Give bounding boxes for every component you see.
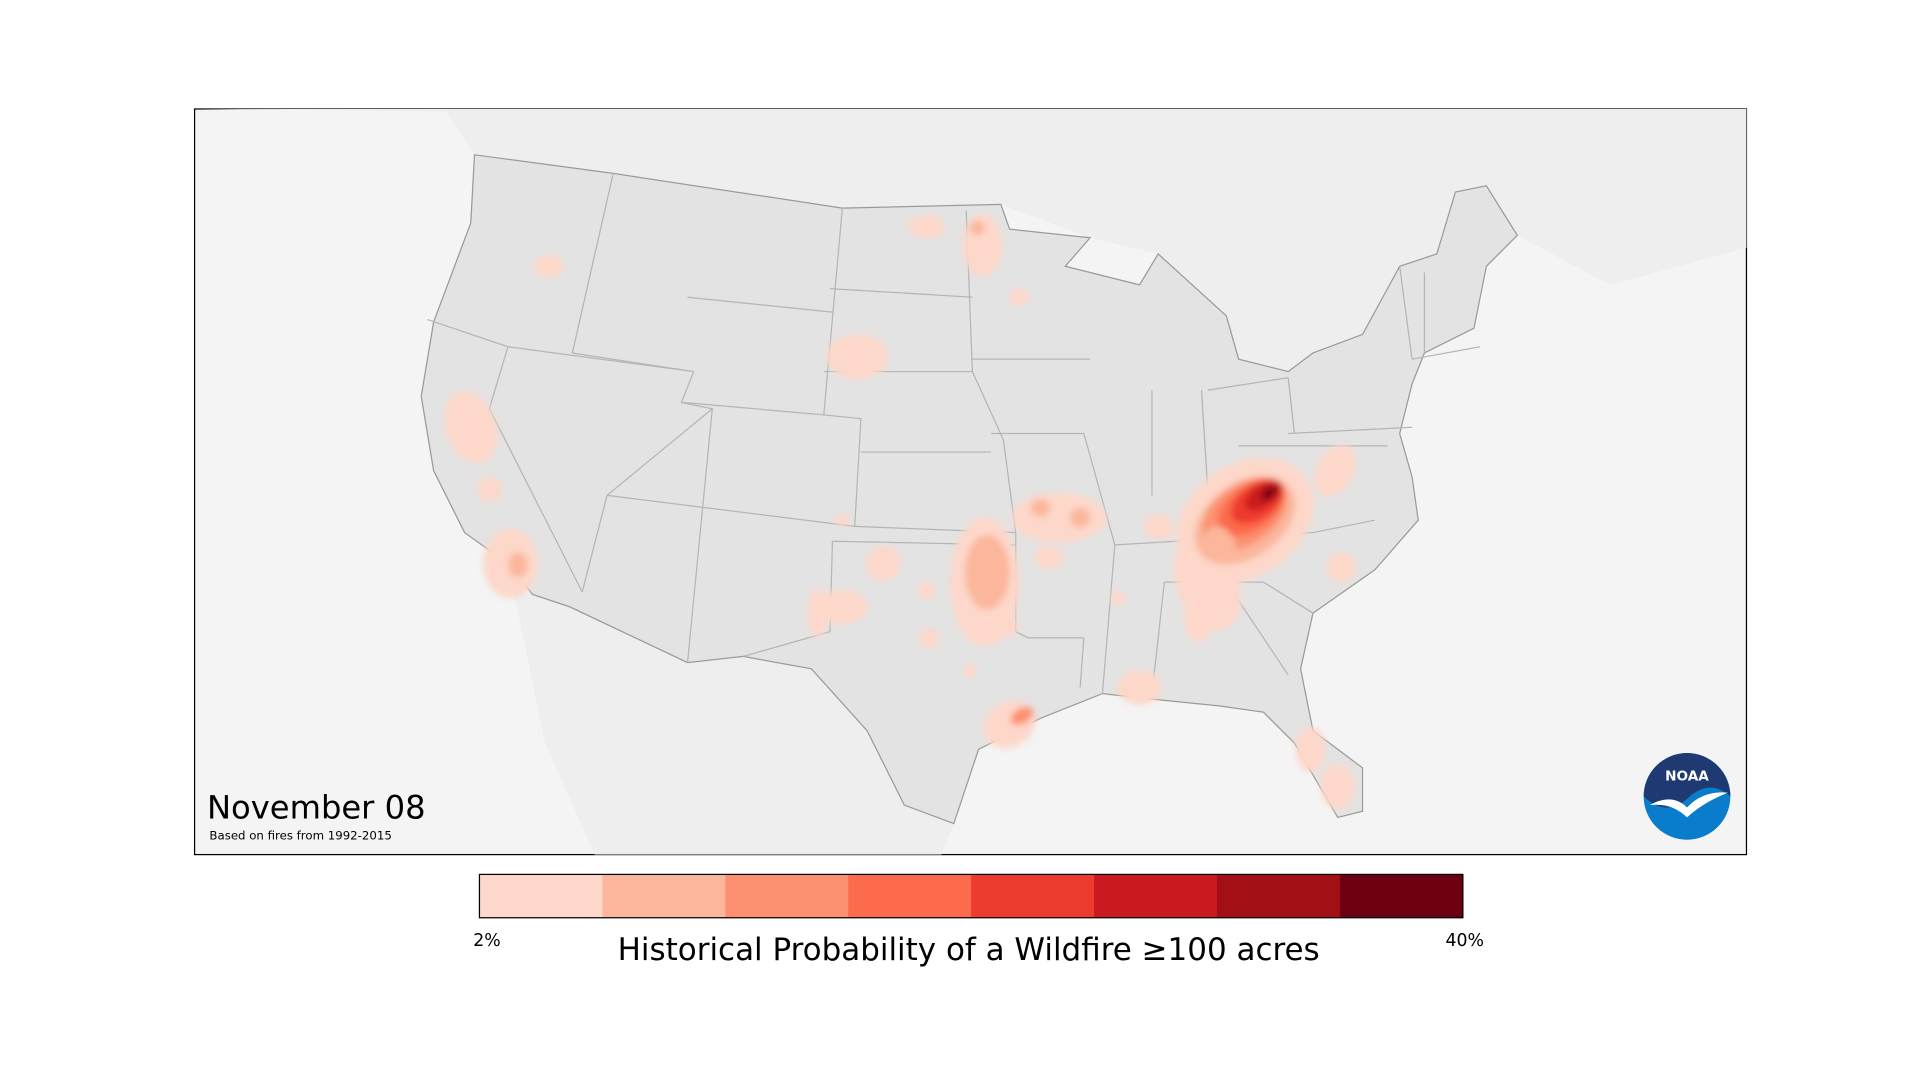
probability-contour <box>907 215 946 238</box>
legend-swatch <box>1094 874 1218 918</box>
probability-contour <box>1111 590 1126 606</box>
legend-max-label: 40% <box>1446 931 1485 951</box>
probability-contour <box>444 391 498 464</box>
state-border <box>1411 346 1481 360</box>
state-border <box>1287 377 1296 434</box>
probability-contour <box>1070 507 1091 528</box>
probability-contour <box>919 627 939 648</box>
state-border <box>1079 637 1085 688</box>
probability-contour <box>1295 727 1326 772</box>
probability-contour <box>807 588 828 638</box>
legend-swatches <box>479 874 1464 918</box>
probability-contour <box>476 476 502 502</box>
state-border <box>606 371 714 496</box>
probability-contour <box>963 610 1019 641</box>
state-border <box>507 346 694 373</box>
legend-swatch <box>971 874 1095 918</box>
state-border <box>686 408 713 663</box>
state-border <box>581 495 608 593</box>
probability-contour <box>1010 706 1034 725</box>
probability-contour <box>917 582 936 600</box>
data-period-note: Based on fires from 1992-2015 <box>209 829 391 843</box>
state-border <box>1399 266 1413 360</box>
legend-swatch <box>725 874 849 918</box>
probability-contour <box>826 334 889 379</box>
legend-swatch <box>479 874 603 918</box>
state-border <box>683 401 824 416</box>
legend-swatch <box>1339 874 1464 918</box>
map-frame <box>193 108 1748 856</box>
legend-swatch <box>848 874 972 918</box>
probability-contour <box>1326 552 1357 583</box>
legend-swatch <box>1216 874 1341 918</box>
probability-contour <box>962 665 978 678</box>
probability-contour <box>507 552 528 578</box>
state-border <box>965 210 1017 533</box>
state-border <box>823 414 862 527</box>
probability-contour <box>533 255 564 278</box>
noaa-logo: NOAA <box>1643 753 1731 840</box>
probability-contour <box>1034 546 1065 569</box>
state-border <box>1207 377 1289 391</box>
canada-region <box>194 108 1747 372</box>
probability-contour <box>817 589 868 625</box>
state-border <box>743 541 834 658</box>
state-border <box>1263 581 1314 614</box>
noaa-logo-text: NOAA <box>1665 768 1709 784</box>
legend-min-label: 2% <box>473 931 501 951</box>
state-border <box>427 318 583 593</box>
state-border <box>1101 544 1116 694</box>
probability-contour <box>1184 596 1214 642</box>
probability-contour <box>1143 513 1174 539</box>
probability-contour <box>1203 526 1237 564</box>
probability-contour <box>834 513 850 527</box>
state-border <box>571 173 614 354</box>
probability-contour <box>1117 670 1162 705</box>
legend-title: Historical Probability of a Wildfire ≥10… <box>618 932 1320 968</box>
probability-contour <box>1030 499 1051 517</box>
legend-swatch <box>602 874 726 918</box>
mexico-region <box>507 563 954 855</box>
state-border <box>687 296 833 313</box>
probability-contour <box>1314 445 1357 497</box>
probability-contour <box>1263 488 1273 498</box>
state-border <box>823 208 843 415</box>
color-legend: 2% 40% Historical Probability of a Wildf… <box>473 873 1485 968</box>
probability-contour <box>969 220 985 236</box>
probability-contour <box>865 546 901 581</box>
state-border <box>829 287 973 298</box>
state-border <box>1288 426 1413 435</box>
state-border <box>606 494 855 527</box>
probability-contour <box>1320 764 1356 809</box>
state-border <box>1015 631 1084 639</box>
probability-contour <box>1012 492 1107 543</box>
probability-contours <box>444 214 1357 809</box>
probability-contour <box>1009 288 1030 306</box>
probability-contour <box>964 535 1010 610</box>
state-border <box>1200 390 1209 490</box>
state-border <box>990 432 1116 546</box>
date-title: November 08 <box>207 789 426 827</box>
